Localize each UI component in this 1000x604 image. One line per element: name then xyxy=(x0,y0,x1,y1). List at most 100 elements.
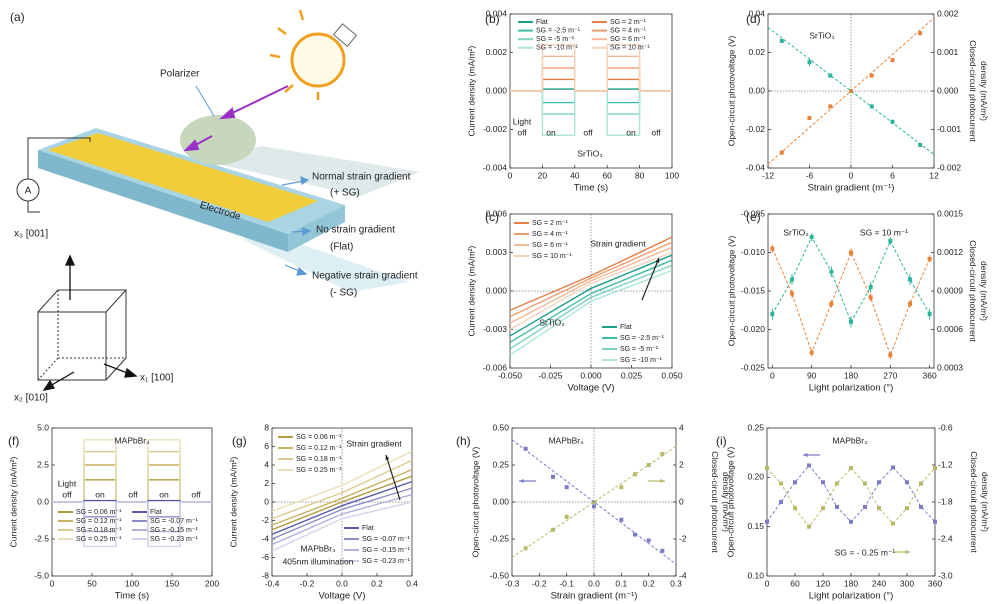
marker xyxy=(828,104,833,109)
marker xyxy=(849,319,853,324)
x-tick-label: 20 xyxy=(538,170,548,180)
chart: 0 60 120 180 240 300 360 0.10 0.15 0.20 0.25 -0.6 -1… xyxy=(716,422,990,601)
annotation: off xyxy=(128,489,138,499)
x-axis-label: Strain gradient (m⁻¹) xyxy=(551,591,638,602)
legend-label: SG = -0.07 m⁻¹ xyxy=(362,536,411,543)
annotation: on xyxy=(95,489,105,499)
legend-label: SG = -0.23 m⁻¹ xyxy=(362,558,411,565)
x-tick-label: -0.3 xyxy=(505,578,520,588)
x-tick-label: 0.1 xyxy=(615,578,627,588)
x-axis-label: Time (s) xyxy=(115,591,149,602)
series-line xyxy=(511,439,677,565)
y-axis-label: Current density (mA/m²) xyxy=(8,456,18,547)
chart: -0.4 -0.2 0.0 0.2 0.4 -8 -6 -4 -2 0 2 4 6 8 SG = 0.06 … xyxy=(228,422,418,601)
marker xyxy=(765,519,769,524)
series-line xyxy=(509,236,673,311)
y-tick-label: -0.020 xyxy=(741,324,765,334)
annotation: Light xyxy=(58,478,77,488)
y-tick-label: -0.005 xyxy=(741,208,765,218)
series-line xyxy=(271,475,413,531)
x-tick-label: -0.025 xyxy=(538,370,562,380)
x-tick-label: 60 xyxy=(602,170,612,180)
marker xyxy=(933,519,937,524)
x-axis-label: Strain gradient (m⁻¹) xyxy=(808,183,895,194)
legend-label: SG = -0.07 m⁻¹ xyxy=(150,518,199,525)
marker xyxy=(907,301,912,306)
y2-tick-label: 0.0015 xyxy=(937,208,963,218)
legend-label: SG = -2.5 m⁻¹ xyxy=(620,335,665,342)
arrow-head xyxy=(655,258,660,263)
x-tick-label: 0.2 xyxy=(371,578,383,588)
x-tick-label: 0.0 xyxy=(588,578,600,588)
x-tick-label: 6 xyxy=(890,170,895,180)
legend-label: SG = -5 m⁻¹ xyxy=(620,346,659,353)
y2-tick-label: -2 xyxy=(679,533,687,543)
y-tick-label: -0.025 xyxy=(741,362,765,372)
annotation: SG = 10 m⁻¹ xyxy=(860,227,908,237)
panel-label: (d) xyxy=(746,12,761,26)
series-line xyxy=(510,90,672,104)
x-tick-label: 200 xyxy=(205,578,219,588)
slab-side xyxy=(288,205,345,252)
marker xyxy=(807,115,812,120)
series-line xyxy=(510,78,672,92)
marker xyxy=(790,277,795,282)
y2-axis-label: Closed-circuit photocurrent xyxy=(969,451,979,553)
panel-label: (e) xyxy=(746,210,761,224)
marker xyxy=(660,548,665,553)
legend-label: SG = 0.18 m⁻¹ xyxy=(76,527,122,534)
series-line xyxy=(52,501,212,548)
marker xyxy=(564,485,569,490)
y-axis-label: Current density (mA/m²) xyxy=(466,45,476,136)
y-tick-label: -5.0 xyxy=(34,570,49,580)
y-tick-label: 5.0 xyxy=(37,422,49,432)
annotation: off xyxy=(583,127,593,137)
normal-sg-label: (+ SG) xyxy=(330,188,360,199)
y-tick-label: -0.02 xyxy=(746,124,766,134)
y-tick-label: 8 xyxy=(264,422,269,432)
legend-label: SG = 0.12 m⁻¹ xyxy=(76,518,122,525)
marker xyxy=(905,506,909,511)
series-line xyxy=(510,44,672,92)
marker xyxy=(765,466,769,471)
marker xyxy=(829,301,834,306)
annotation: MAPbBr₃ xyxy=(114,435,149,445)
marker xyxy=(793,506,797,511)
y-tick-label: -0.002 xyxy=(483,124,507,134)
x-tick-label: -0.050 xyxy=(498,370,522,380)
series-line xyxy=(766,464,936,523)
marker xyxy=(809,350,814,355)
marker xyxy=(551,527,555,532)
x-axis-label: Light polarization (°) xyxy=(809,383,894,394)
ammeter-label: A xyxy=(25,186,32,197)
axis-x2: x₂ [010] xyxy=(14,393,48,404)
marker xyxy=(807,463,811,468)
x-tick-label: 0 xyxy=(765,578,770,588)
x-axis-label: Light polarization (°) xyxy=(809,591,894,602)
y-axis-label: Current density (mA/m²) xyxy=(228,456,238,547)
y2-tick-label: 0.0006 xyxy=(937,324,963,334)
y-axis-label: Open-circuit photovoltage (V) xyxy=(726,236,736,347)
marker xyxy=(877,506,881,511)
y2-tick-label: -1.8 xyxy=(938,496,953,506)
y-tick-label: 0.000 xyxy=(486,285,508,295)
y-tick-label: 0.006 xyxy=(486,208,508,218)
marker xyxy=(835,504,839,509)
y2-tick-label: 4 xyxy=(679,422,684,432)
panel-label: (g) xyxy=(232,434,247,448)
x-tick-label: 300 xyxy=(900,578,914,588)
legend-label: SG = -10 m⁻¹ xyxy=(536,45,579,52)
x-tick-label: 180 xyxy=(844,370,858,380)
ammeter xyxy=(16,178,40,202)
marker xyxy=(779,38,784,43)
marker xyxy=(888,353,893,358)
marker xyxy=(807,60,812,65)
y-tick-label: 0.00 xyxy=(492,496,509,506)
x-tick-label: 360 xyxy=(928,578,942,588)
x-tick-label: 60 xyxy=(790,578,800,588)
marker xyxy=(619,485,624,490)
y-tick-label: 6 xyxy=(264,441,269,451)
annotation: on xyxy=(546,127,556,137)
y-tick-label: -0.015 xyxy=(741,285,765,295)
y-axis-label: Open-circuit photovoltage (V) xyxy=(725,447,735,558)
